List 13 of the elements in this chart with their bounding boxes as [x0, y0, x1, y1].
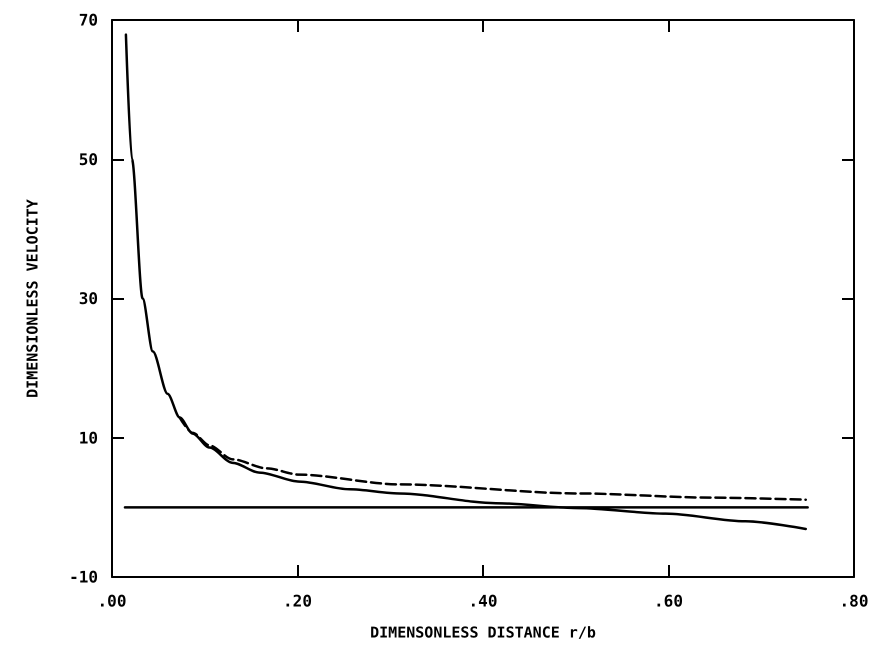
x-tick-label: .80 [840, 592, 868, 610]
y-tick-label: 10 [78, 428, 98, 448]
y-tick-label: 50 [78, 150, 98, 169]
line-series [124, 33, 808, 530]
y-axis-title: DIMENSIONLESS VELOCITY [24, 199, 42, 398]
x-axis-title: DIMENSONLESS DISTANCE r/b [370, 624, 596, 642]
x-tick-label: .00 [98, 592, 126, 610]
x-tick-label: .40 [468, 592, 498, 610]
y-tick-label: 70 [78, 10, 98, 30]
x-tick-label: .60 [654, 592, 683, 610]
x-tick-label: .20 [283, 592, 312, 610]
y-tick-label: -10 [69, 568, 98, 586]
y-tick-label: 30 [78, 289, 98, 308]
